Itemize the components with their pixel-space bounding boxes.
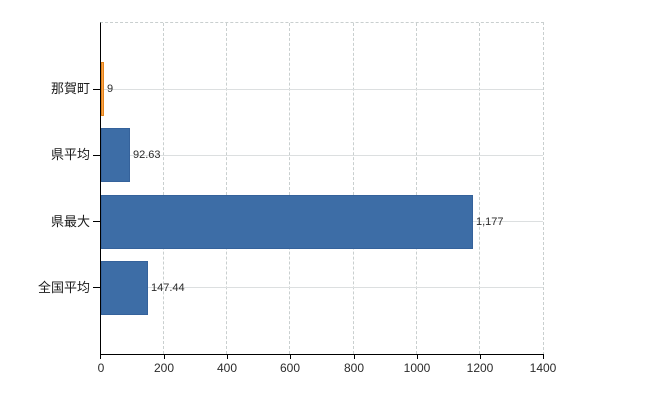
category-gridline [101,88,543,90]
value-label: 92.63 [133,149,161,162]
y-tick-mark [93,221,101,223]
x-gridline [163,23,164,354]
category-label: 全国平均 [37,279,90,295]
x-tick-label: 400 [216,361,238,375]
category-label: 那賀町 [50,81,90,97]
x-tick-label: 0 [97,361,105,375]
x-tick-mark [100,354,101,359]
y-tick-mark [93,287,101,289]
x-tick-label: 1200 [466,361,494,375]
x-tick-label: 800 [343,361,365,375]
x-gridline [353,23,354,354]
bar-0 [101,62,104,116]
x-tick-mark [543,354,544,359]
x-tick-label: 200 [153,361,175,375]
bar-2 [101,195,473,249]
x-gridline [289,23,290,354]
y-tick-mark [93,154,101,156]
x-tick-mark [227,354,228,359]
category-gridline [101,287,543,289]
value-label: 147.44 [151,281,185,294]
value-label: 1,177 [476,215,504,228]
value-label: 9 [107,83,114,96]
x-tick-mark [164,354,165,359]
y-tick-mark [93,88,101,90]
category-label: 県最大 [50,213,90,229]
plot-area: 0 200 400 600 800 1000 1200 1400 那賀町 9 県平均 92.63 県最大… [38,22,556,375]
x-tick-label: 1000 [403,361,431,375]
x-tick-mark [354,354,355,359]
x-tick-mark [417,354,418,359]
x-tick-mark [290,354,291,359]
x-tick-mark [480,354,481,359]
x-gridline [226,23,227,354]
category-label: 県平均 [50,147,90,163]
bar-1 [101,128,130,182]
category-gridline [101,154,543,156]
x-gridline [416,23,417,354]
x-tick-label: 600 [279,361,301,375]
x-gridline [479,23,480,354]
x-tick-label: 1400 [529,361,557,375]
bar-3 [101,261,148,315]
